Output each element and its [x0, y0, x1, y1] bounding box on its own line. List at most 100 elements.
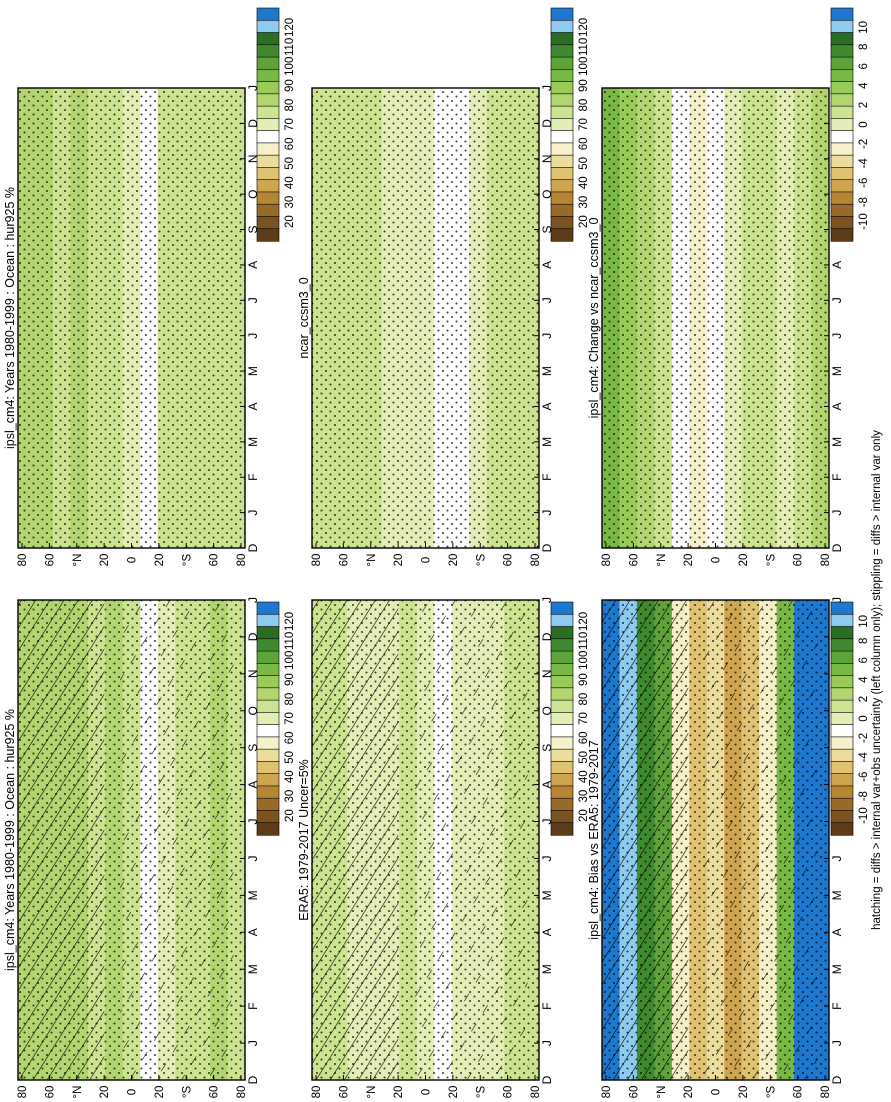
colorbar-cell: [830, 736, 854, 750]
month-tick-label: J: [246, 85, 260, 91]
colorbar-cell: [830, 761, 854, 775]
colorbar-label: 120: [284, 612, 296, 631]
colorbar-cell: [830, 228, 854, 242]
month-tick-label: J: [246, 819, 260, 825]
colorbar-cell: [550, 712, 574, 726]
colorbar-label: 30: [284, 196, 296, 209]
hatching: [18, 600, 105, 1080]
month-tick-label: M: [830, 964, 844, 974]
lat-tick-label: 60: [793, 554, 805, 567]
lat-tick-label: 20: [393, 1086, 405, 1099]
colorbar-label: 70: [578, 118, 590, 131]
colorbar-label: 10: [858, 21, 870, 34]
colorbar-label: 50: [284, 157, 296, 170]
colorbar-cell: [550, 626, 574, 640]
colorbar-cell: [256, 675, 280, 689]
colorbar-label: -10: [858, 807, 870, 824]
panel-title: ipsl_cm4: Change vs ncar_ccsm3_0: [587, 218, 601, 419]
month-tick-label: J: [246, 510, 260, 516]
colorbar: 10 8 6 4 2 0 -2 -4 -6 -8 -10: [830, 601, 870, 836]
month-tick-label: A: [246, 781, 260, 789]
colorbar-label: 20: [284, 809, 296, 822]
month-tick-label: J: [830, 297, 844, 303]
colorbar-cell: [256, 687, 280, 701]
colorbar-cell: [550, 748, 574, 763]
colorbar-cell: [550, 154, 574, 169]
colorbar-cell: [256, 613, 280, 628]
month-tick-label: S: [540, 744, 554, 752]
colorbar-cell: [256, 761, 280, 775]
colorbar-cell: [256, 773, 280, 787]
colorbar-label: 2: [858, 102, 870, 108]
colorbar-label: 90: [578, 79, 590, 92]
month-tick-label: A: [540, 261, 554, 269]
lat-tick-label: °N: [72, 554, 84, 567]
colorbar-cell: [256, 810, 280, 824]
colorbar-label: 90: [578, 673, 590, 686]
colorbar-cell: [550, 228, 574, 242]
lat-tick-label: °S: [181, 554, 193, 567]
colorbar-cell: [830, 32, 854, 46]
colorbar-cell: [830, 56, 854, 70]
panel-6: ipsl_cm4: Change vs ncar_ccsm3_0 D J F M A M J J…: [587, 7, 870, 567]
month-tick-label: J: [540, 819, 554, 825]
month-tick-label: M: [540, 366, 554, 376]
month-tick-label: J: [540, 85, 554, 91]
lat-tick-label: 60: [338, 554, 350, 567]
colorbar-cell: [830, 179, 854, 193]
colorbar-cell: [830, 822, 854, 836]
lat-tick-label: 20: [154, 1086, 166, 1099]
month-tick-label: J: [540, 1040, 554, 1046]
panel-title: ipsl_cm4: Years 1980-1999 : Ocean : hur9…: [3, 187, 17, 449]
month-tick-label: J: [246, 333, 260, 339]
colorbar-cell: [830, 638, 854, 652]
panel-1: ipsl_cm4: Years 1980-1999 : Ocean : hur9…: [3, 597, 296, 1098]
colorbar-cell: [830, 773, 854, 787]
month-tick-label: D: [540, 632, 554, 641]
lat-tick-label: 60: [628, 554, 640, 567]
lat-tick-label: 20: [99, 1086, 111, 1099]
colorbar-cell: [550, 613, 574, 628]
month-tick-label: A: [246, 261, 260, 269]
month-tick-label: A: [540, 402, 554, 410]
colorbar-label: 30: [578, 196, 590, 209]
lat-tick-label: °S: [475, 1086, 487, 1099]
month-tick-label: A: [246, 928, 260, 936]
month-tick-label: S: [246, 744, 260, 752]
colorbar-cell: [256, 130, 280, 144]
lat-tick-label: 80: [17, 1086, 29, 1099]
month-tick-label: M: [540, 890, 554, 900]
month-tick-label: D: [246, 543, 260, 552]
month-tick-label: N: [246, 154, 260, 163]
colorbar-label: 0: [858, 715, 870, 721]
month-tick-label: M: [246, 890, 260, 900]
colorbar-cell: [830, 167, 854, 181]
colorbar-label: 20: [578, 215, 590, 228]
month-tick-label: A: [830, 261, 844, 269]
colorbar-cell: [256, 228, 280, 242]
colorbar-cell: [256, 32, 280, 46]
lat-tick-label: 60: [628, 1086, 640, 1099]
panel-title: ncar_ccsm3_0: [297, 277, 311, 358]
month-tick-label: D: [830, 543, 844, 552]
colorbar-cell: [550, 773, 574, 787]
colorbar-label: 8: [858, 44, 870, 50]
hatching: [414, 600, 528, 1080]
colorbar-cell: [550, 179, 574, 193]
colorbar-label: 2: [858, 696, 870, 702]
panel-title: ipsl_cm4: Bias vs ERA5: 1979-2017: [587, 740, 601, 939]
lat-tick-label: 60: [209, 1086, 221, 1099]
lat-tick-label: 80: [601, 554, 613, 567]
colorbar-label: 90: [284, 79, 296, 92]
colorbar-label: 110: [284, 632, 296, 650]
month-tick-label: J: [830, 333, 844, 339]
month-tick-label: F: [830, 1002, 844, 1009]
hatching: [312, 600, 399, 1080]
colorbar-label: 80: [284, 99, 296, 112]
colorbar-cell: [550, 93, 574, 107]
colorbar-cell: [550, 675, 574, 689]
month-tick-label: O: [540, 706, 554, 715]
colorbar-cell: [256, 19, 280, 34]
month-tick-label: J: [540, 597, 554, 603]
